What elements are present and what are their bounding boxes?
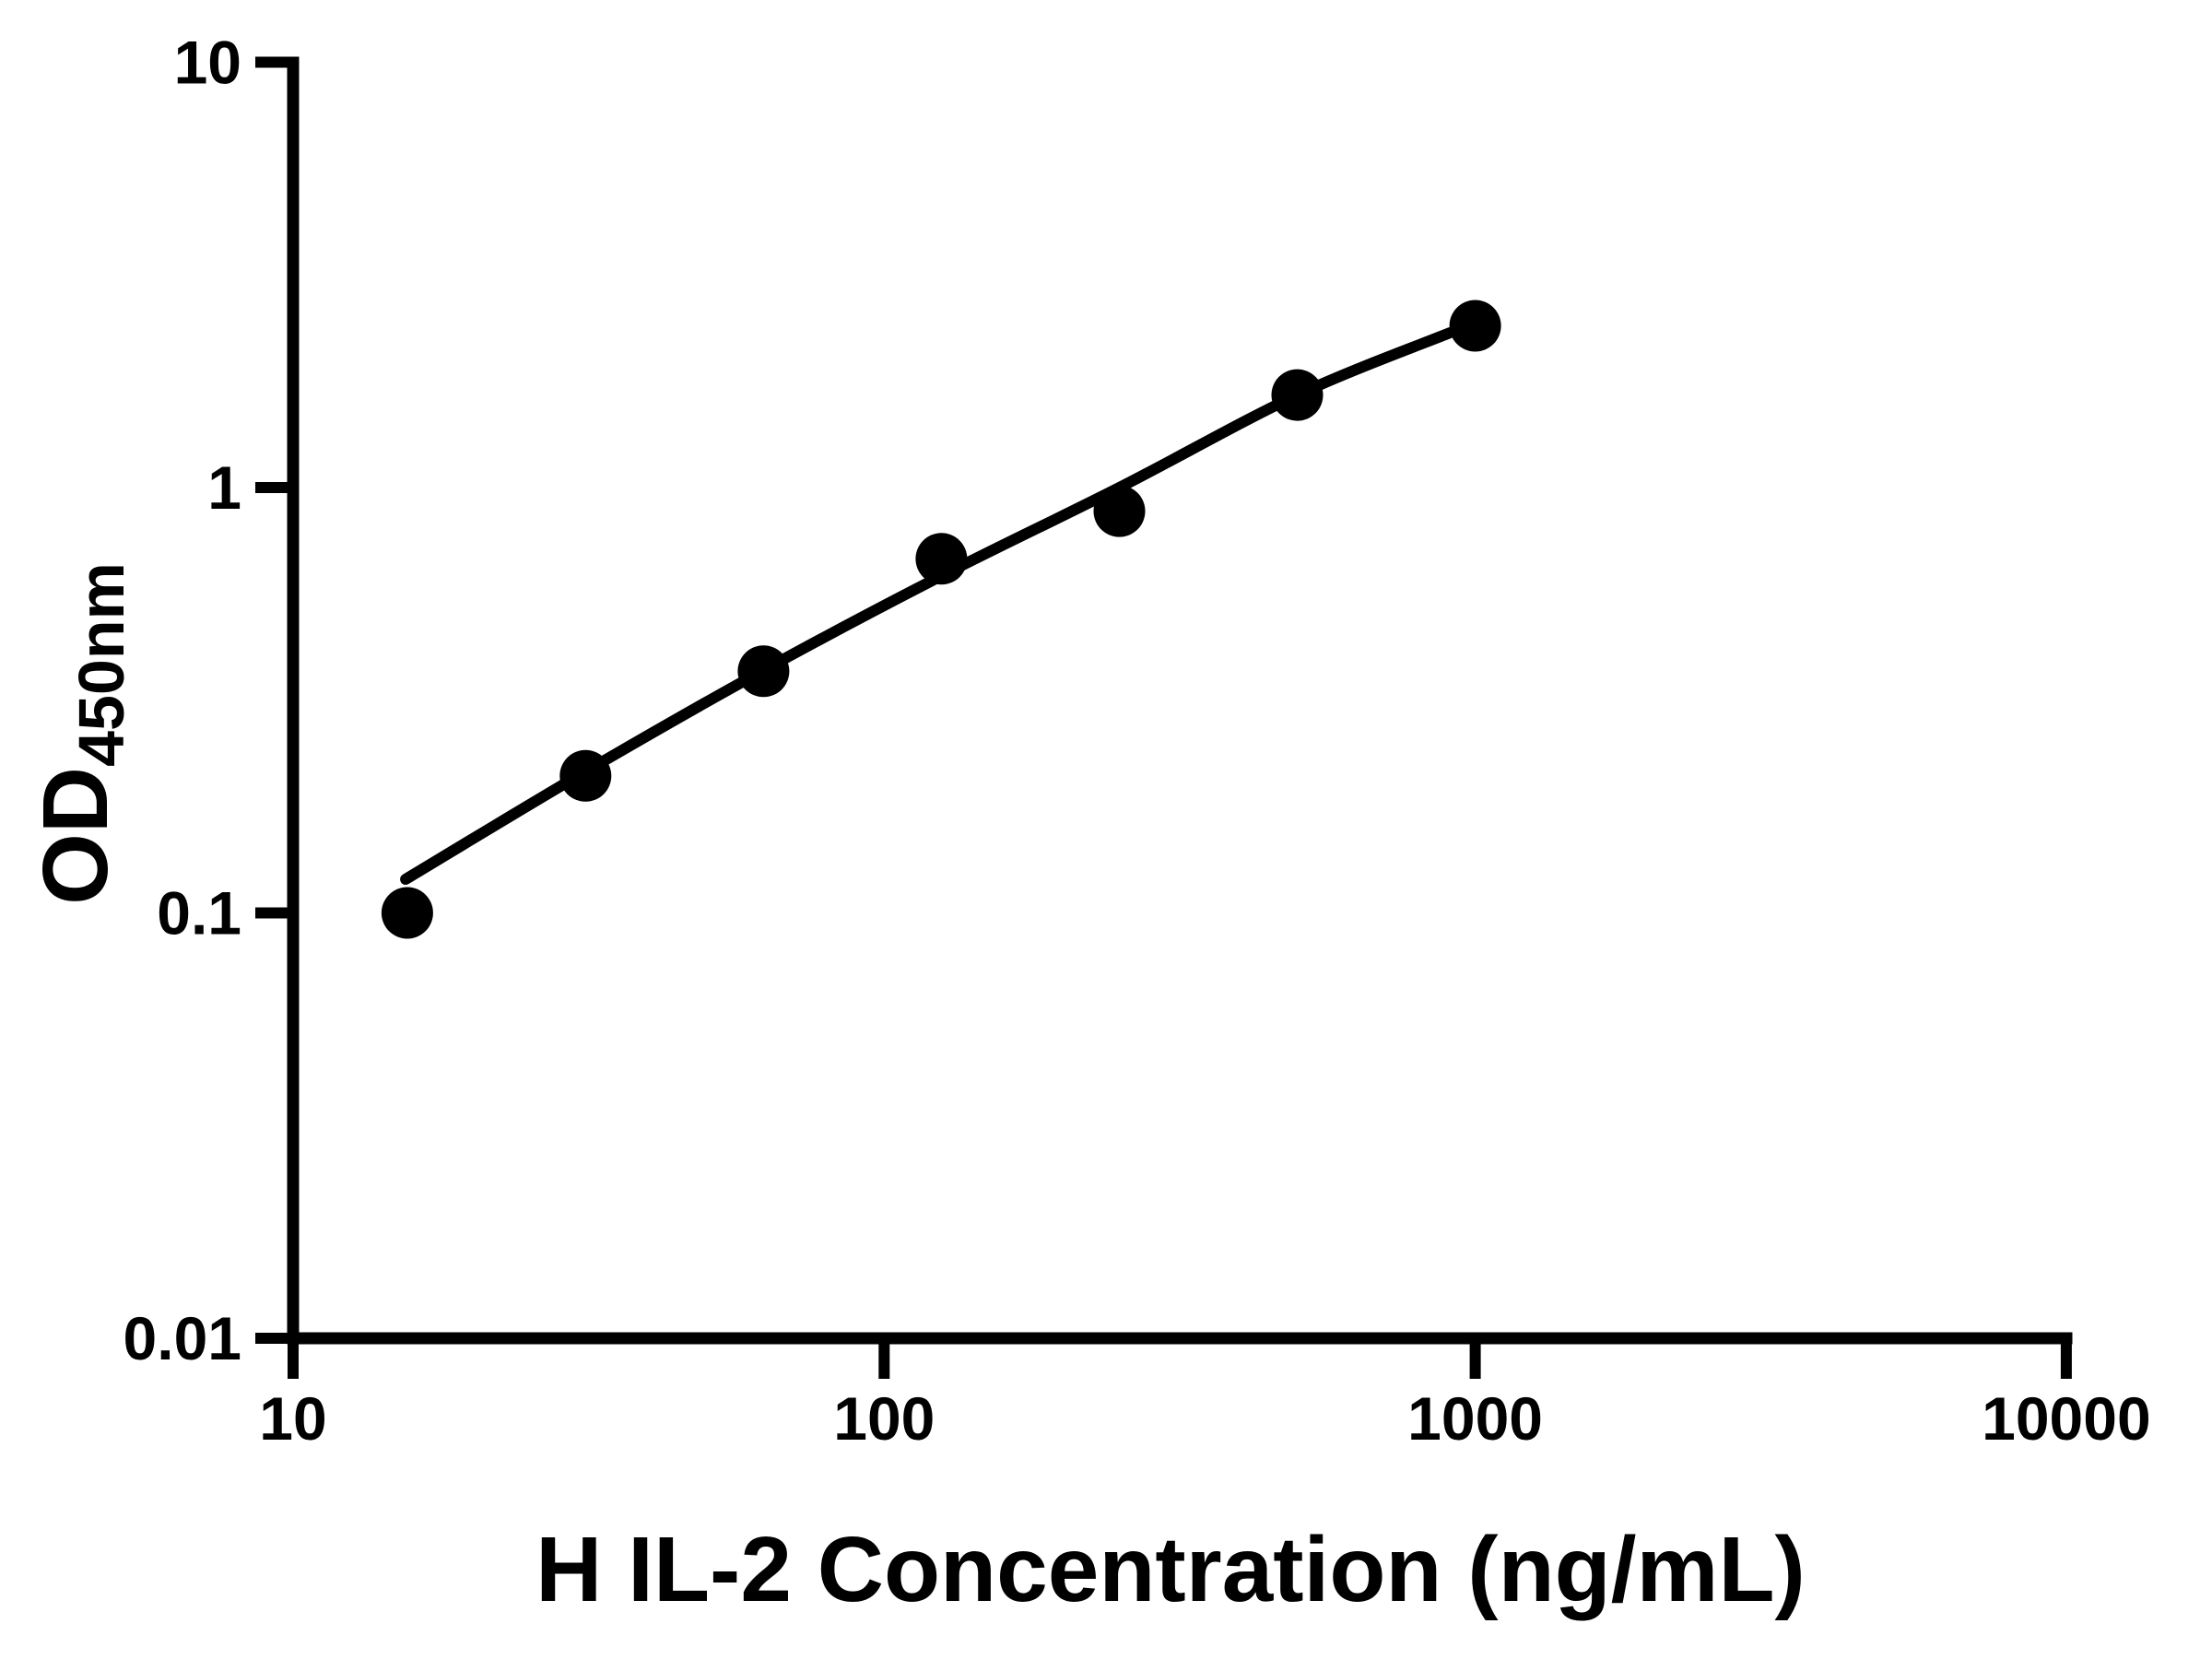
x-axis-tick-labels: 10 100 1000 10000 <box>259 1384 2150 1453</box>
y-tick-label: 0.1 <box>157 879 241 947</box>
y-tick-label: 0.01 <box>124 1304 241 1372</box>
x-tick-label: 1000 <box>1407 1384 1543 1453</box>
y-axis-title-main: OD <box>24 767 127 905</box>
data-point-marker <box>381 887 433 939</box>
data-point-marker <box>1449 300 1501 352</box>
data-point-marker <box>559 749 612 802</box>
y-tick-label: 10 <box>174 29 241 97</box>
x-axis-ticks <box>288 1338 2072 1379</box>
x-axis-title: H IL-2 Concentration (ng/mL) <box>535 1518 1806 1621</box>
data-point-marker <box>737 645 790 698</box>
data-point-marker <box>1093 485 1146 537</box>
data-points <box>381 300 1501 939</box>
data-point-marker <box>1271 369 1324 421</box>
x-tick-label: 10 <box>259 1384 326 1453</box>
x-tick-label: 100 <box>833 1384 935 1453</box>
y-axis-ticks <box>255 56 293 1344</box>
x-tick-label: 10000 <box>1982 1384 2151 1453</box>
y-axis-title-subscript: 450nm <box>65 562 137 767</box>
data-point-marker <box>915 533 968 585</box>
y-axis-tick-labels: 10 1 0.1 0.01 <box>124 29 241 1373</box>
y-axis-title: OD450nm <box>24 562 137 905</box>
axes <box>287 56 2073 1345</box>
y-tick-label: 1 <box>207 453 241 522</box>
